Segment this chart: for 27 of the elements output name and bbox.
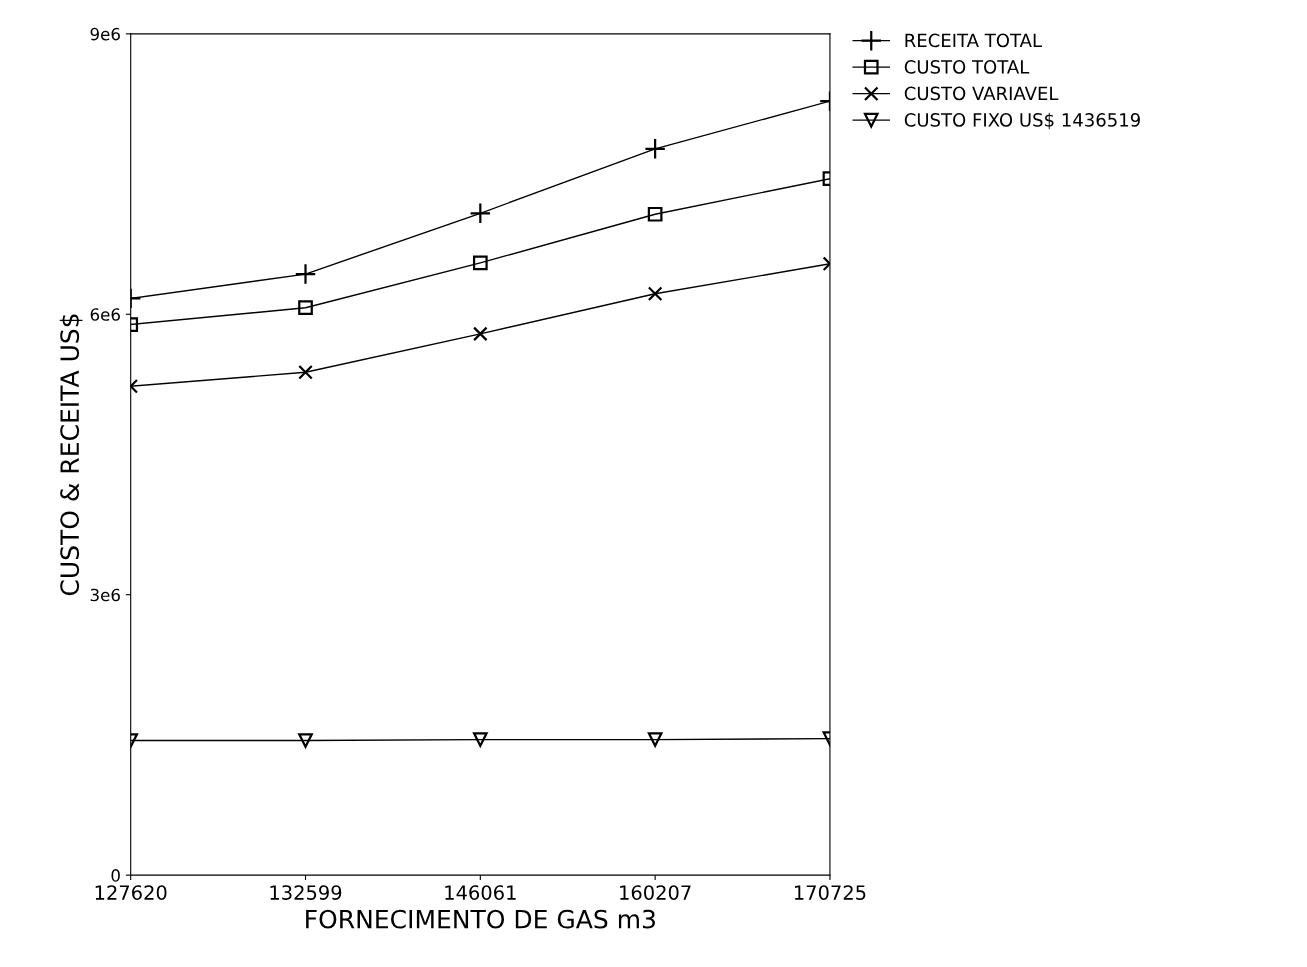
point <box>647 206 663 222</box>
point <box>647 286 663 302</box>
x-tick-label: 160207 <box>620 885 691 900</box>
y-tick-label: 6e6 <box>90 308 120 321</box>
x-tick-label: 127620 <box>95 885 167 900</box>
point <box>298 733 313 748</box>
x-tick-label: 170725 <box>794 885 866 900</box>
y-axis-title: CUSTO & RECEITA US$ <box>59 314 83 596</box>
point <box>469 202 492 225</box>
x-tick-label: 146061 <box>445 885 516 900</box>
y-tick-label: 3e6 <box>90 588 120 602</box>
y-tick-label: 0 <box>111 869 120 882</box>
legend-label: CUSTO FIXO US$ 1436519 <box>904 112 1140 130</box>
point <box>294 263 317 285</box>
legend-label: CUSTO TOTAL <box>904 60 1030 74</box>
point <box>298 300 313 316</box>
x-tick-label: 132599 <box>270 885 342 900</box>
point <box>472 326 488 342</box>
legend-label: CUSTO VARIAVEL <box>904 86 1059 101</box>
y-tick-label: 9e6 <box>90 27 120 41</box>
point <box>472 732 488 747</box>
point <box>472 255 488 271</box>
point <box>644 137 666 160</box>
x-axis-title: FORNECIMENTO DE GAS m3 <box>306 909 655 929</box>
legend-label: RECEITA TOTAL <box>905 33 1042 48</box>
point <box>298 364 313 380</box>
point <box>647 732 663 747</box>
